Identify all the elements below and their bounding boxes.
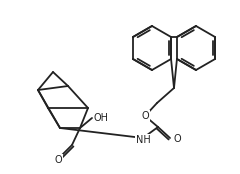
Text: O: O [54,155,62,165]
Text: NH: NH [136,135,150,145]
Text: O: O [141,111,149,121]
Text: O: O [173,134,181,144]
Text: OH: OH [94,113,109,123]
